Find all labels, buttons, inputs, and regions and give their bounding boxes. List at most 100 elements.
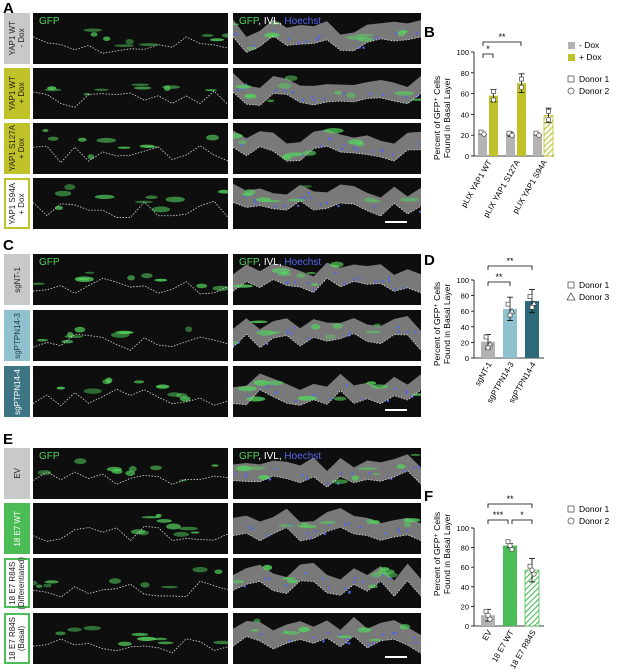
- merge-separator: ,: [258, 257, 264, 268]
- gfp-micrograph: GFP: [33, 254, 228, 305]
- chart-f-data-point: [483, 608, 489, 614]
- chart-b-data-point: [536, 132, 542, 138]
- chart-d-ytick-label: 40: [461, 323, 469, 332]
- chart-f-significance-bracket: [487, 503, 533, 508]
- gfp-micrograph: GFP: [33, 448, 228, 499]
- merge-gfp-label: GFP: [239, 16, 259, 27]
- chart-f-bar: [503, 545, 517, 626]
- merge-channel-label: GFP, IVL, Hoechst: [239, 16, 321, 27]
- merge-micrograph: [233, 178, 421, 229]
- chart-f-significance-bracket: [487, 519, 509, 524]
- chart-f-ytick-label: 80: [461, 544, 469, 553]
- tissue-section: [33, 271, 228, 295]
- row-label-text: YAP1 WT - Dox: [8, 21, 26, 56]
- tissue-section: [233, 261, 421, 294]
- chart-d: Percent of GFP⁺ Cells Found in Basal Lay…: [432, 258, 610, 405]
- chart-f-data-point: [507, 543, 513, 549]
- chart-b-legend-label: - Dox: [579, 40, 600, 50]
- tissue-section: [33, 184, 228, 218]
- merge-micrograph: [233, 310, 421, 361]
- chart-b-legend-swatch: [568, 54, 575, 61]
- merge-separator: ,: [278, 16, 285, 27]
- row-label-text: 18 E7 R84S (Basal): [8, 616, 26, 661]
- row-label-c-2: sgPTPN14-3: [4, 310, 30, 361]
- chart-b-legend-label: Donor 2: [579, 86, 610, 96]
- chart-b-bar-minus-dox: [478, 133, 487, 156]
- row-label-text: sgPTPN14-3: [12, 312, 22, 359]
- chart-f-legend-label: Donor 1: [579, 504, 610, 514]
- chart-f-ytick-label: 60: [461, 563, 469, 572]
- tissue-section: [233, 72, 421, 106]
- chart-f-data-point: [529, 567, 535, 573]
- tissue-section: [33, 326, 228, 351]
- row-label-a-1: YAP1 WT - Dox: [4, 13, 30, 64]
- merge-separator: ,: [258, 16, 264, 27]
- row-label-text: sgPTPN14-4: [12, 368, 22, 415]
- chart-f-significance-label: ***: [493, 510, 504, 520]
- chart-f-ytick-label: 20: [461, 602, 469, 611]
- row-label-text: sgNT-1: [12, 266, 22, 293]
- chart-b-legend-square-icon: [567, 75, 575, 83]
- chart-b-ytick-label: 0: [465, 152, 469, 161]
- chart-d-legend-label: Donor 3: [579, 292, 610, 302]
- chart-d-data-point: [483, 334, 489, 340]
- row-label-c-1: sgNT-1: [4, 254, 30, 305]
- chart-b-ytick-label: 20: [461, 131, 469, 140]
- chart-b-legend-swatch: [568, 42, 575, 49]
- row-label-e-3: 18 E7 R84S (Differentiated): [4, 557, 30, 609]
- chart-b-data-point: [481, 131, 487, 137]
- chart-b-significance-label: **: [498, 32, 506, 42]
- chart-b-legend-label: Donor 1: [579, 74, 610, 84]
- row-label-e-2: 18 E7 WT: [4, 503, 30, 554]
- chart-b-bar-minus-dox: [506, 134, 515, 156]
- merge-hoechst-label: Hoechst: [284, 257, 322, 268]
- tissue-section: [33, 83, 228, 108]
- chart-f-data-point: [487, 616, 493, 622]
- chart-d-bar: [525, 301, 539, 358]
- chart-f-data-point: [505, 539, 511, 545]
- chart-b-significance-label: *: [486, 44, 490, 54]
- chart-b-data-point: [546, 108, 551, 114]
- merge-hoechst-label: Hoechst: [284, 451, 322, 462]
- chart-b-ytick-label: 40: [461, 110, 469, 119]
- chart-f-data-point: [485, 612, 491, 618]
- chart-d-significance-bracket: [487, 281, 511, 286]
- row-label-text: YAP1 S94A + Dox: [8, 182, 26, 225]
- chart-b-significance-bracket: [482, 53, 494, 58]
- chart-f-data-point: [527, 563, 533, 569]
- tissue-section: [233, 19, 421, 54]
- chart-d-ylabel-line2: Found in Basal Layer: [442, 284, 452, 364]
- chart-f-data-point: [531, 571, 537, 577]
- chart-f-ylabel-line1: Percent of GFP⁺ Cells: [432, 512, 442, 596]
- gfp-micrograph: GFP: [33, 13, 228, 64]
- chart-f-ytick-label: 100: [456, 524, 469, 533]
- merge-micrograph: GFP, IVL, Hoechst: [233, 13, 421, 64]
- chart-d-category-label: sgNT-1: [473, 360, 494, 387]
- panel-letter-a: A: [3, 0, 14, 17]
- chart-b-ytick-label: 80: [461, 69, 469, 78]
- tissue-section: [33, 513, 228, 542]
- gfp-micrograph: [33, 68, 228, 119]
- merge-micrograph: [233, 503, 421, 554]
- tissue-section: [33, 377, 228, 407]
- tissue-section: [233, 128, 421, 162]
- chart-f-significance-label: **: [506, 494, 514, 504]
- chart-d-data-point: [527, 294, 533, 299]
- chart-b-bar-plus-dox: [517, 83, 526, 156]
- tissue-section: [233, 373, 421, 406]
- chart-d-ytick-label: 0: [465, 354, 469, 363]
- chart-b-data-point: [518, 84, 525, 90]
- row-label-text: EV: [12, 468, 22, 479]
- chart-d-data-point: [485, 345, 491, 351]
- tissue-section: [33, 458, 228, 485]
- row-label-a-2: YAP1 WT + Dox: [4, 68, 30, 119]
- gfp-micrograph: [33, 558, 228, 608]
- merge-micrograph: [233, 558, 421, 608]
- chart-d-bar: [503, 308, 517, 358]
- tissue-section: [233, 183, 421, 217]
- scale-bar: [385, 221, 407, 223]
- gfp-channel-label: GFP: [39, 257, 60, 268]
- chart-b-significance-bracket: [482, 41, 522, 46]
- tissue-section: [33, 28, 228, 54]
- chart-f: Percent of GFP⁺ Cells Found in Basal Lay…: [432, 494, 610, 670]
